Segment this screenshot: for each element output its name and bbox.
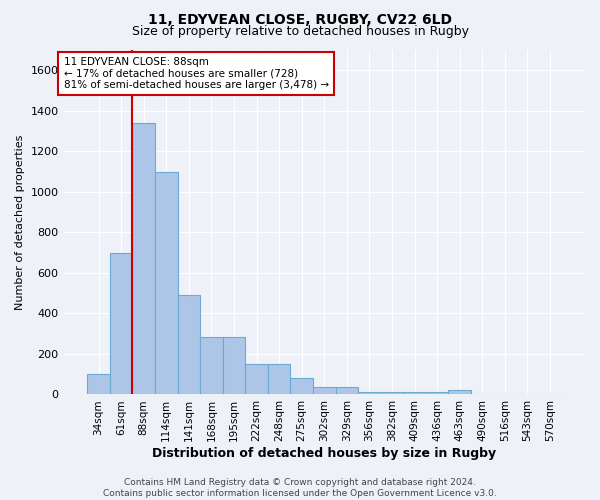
Bar (448, 390, 471, 394)
Bar (381, 392, 403, 394)
Bar (87, 374, 110, 394)
Text: 11 EDYVEAN CLOSE: 88sqm
← 17% of detached houses are smaller (728)
81% of semi-d: 11 EDYVEAN CLOSE: 88sqm ← 17% of detache… (64, 57, 329, 90)
Text: Size of property relative to detached houses in Rugby: Size of property relative to detached ho… (131, 25, 469, 38)
Bar (335, 388, 358, 394)
Bar (223, 336, 245, 394)
Bar (133, 123, 155, 394)
Y-axis label: Number of detached properties: Number of detached properties (15, 134, 25, 310)
Bar (200, 336, 223, 394)
Text: 11, EDYVEAN CLOSE, RUGBY, CV22 6LD: 11, EDYVEAN CLOSE, RUGBY, CV22 6LD (148, 12, 452, 26)
X-axis label: Distribution of detached houses by size in Rugby: Distribution of detached houses by size … (152, 447, 496, 460)
Bar (245, 364, 268, 394)
Bar (426, 392, 448, 394)
Bar (290, 378, 313, 394)
Text: Contains HM Land Registry data © Crown copyright and database right 2024.
Contai: Contains HM Land Registry data © Crown c… (103, 478, 497, 498)
Bar (178, 295, 200, 394)
Bar (268, 364, 290, 394)
Bar (313, 388, 335, 394)
Bar (155, 172, 178, 394)
Bar (358, 392, 381, 394)
Bar (403, 392, 426, 394)
Bar (110, 252, 133, 394)
